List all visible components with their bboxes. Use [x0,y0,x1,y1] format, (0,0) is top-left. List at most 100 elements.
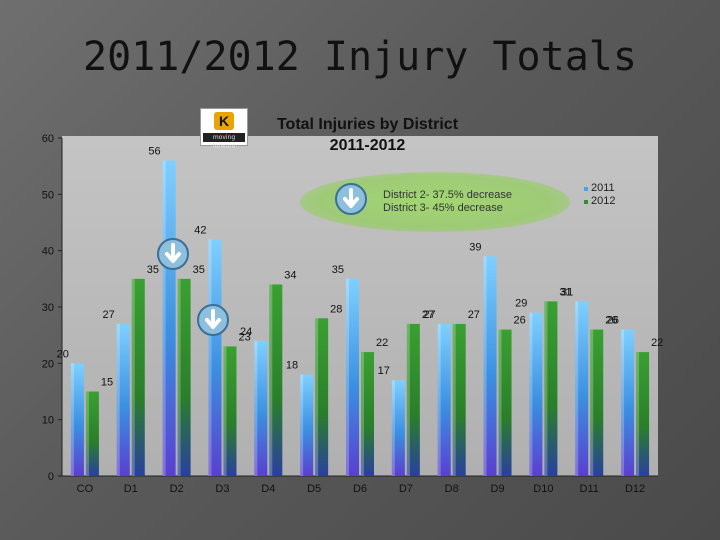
y-tick-label: 0 [48,471,54,483]
data-label-2011-D9: 39 [469,241,481,253]
bar-2011-CO [70,363,84,476]
y-tick-label: 60 [42,133,54,145]
data-label-2012-D4: 34 [284,269,296,281]
arrow-down-circle-icon [335,183,367,215]
chart-subtitle: 2011-2012 [329,137,406,154]
bar-2011-D8 [437,323,451,476]
y-tick-label: 40 [42,246,54,258]
bar-2012-D9 [498,329,512,476]
data-label-2011-D7: 17 [378,365,390,377]
bar-highlight [131,278,135,476]
data-label-2011-D8: 27 [423,309,435,321]
bar-2011-D10 [529,312,543,476]
bar-highlight [315,318,319,476]
bar-highlight [346,278,349,476]
bar-2012-D3 [223,346,237,476]
arrow-down-circle-icon [157,238,189,270]
data-label-2011-D11: 31 [561,286,573,298]
bar-2011-D12 [621,329,635,476]
data-label-2012-D2: 35 [193,264,205,276]
bar-2011-D7 [391,380,405,476]
bar-2012-D11 [590,329,604,476]
bar-highlight [223,346,227,476]
bar-2012-D2 [177,278,191,476]
bar-2011-D9 [483,256,497,476]
bar-2011-D11 [575,301,589,476]
bar-highlight [529,312,533,476]
bar-highlight [70,363,74,476]
x-tick-label: D9 [491,483,505,495]
x-tick-label: CO [77,483,94,495]
legend-label-2012: 2012 [591,195,616,207]
data-label-2011-D1: 27 [103,309,115,321]
bar-highlight [116,323,120,476]
bar-highlight [162,160,166,477]
x-tick-label: D2 [170,483,184,495]
bar-highlight [361,352,364,476]
bar-highlight [498,329,502,476]
data-label-2012-D7: 27 [422,309,434,321]
data-label-2011-D2: 56 [148,146,160,158]
bar-highlight [575,301,579,476]
bar-highlight [621,329,625,476]
bar-highlight [391,380,395,476]
data-label-2011-D5: 18 [286,360,298,372]
logo-mark: K [214,112,234,130]
annotation-district-2: District 2- 37.5% decrease [383,189,512,201]
logo: K moving forward [200,108,248,150]
legend-swatch-2011 [584,186,588,191]
x-tick-label: D6 [353,483,367,495]
data-label-2012-D10: 31 [559,286,571,298]
x-tick-label: D1 [124,483,138,495]
bar-highlight [177,278,181,476]
x-tick-label: D11 [580,483,599,495]
data-label-2012-CO: 15 [101,377,113,389]
x-tick-label: D4 [261,483,275,495]
y-tick-label: 30 [42,302,54,314]
bar-2012-D5 [315,318,329,476]
x-tick-label: D5 [307,483,321,495]
data-label-2011-CO: 20 [57,348,69,360]
bar-2011-D4 [254,340,268,476]
data-label-2012-D3: 23 [238,331,250,343]
bar-highlight [437,323,441,476]
legend-label-2011: 2011 [591,182,615,194]
bar-highlight [254,340,258,476]
data-label-2011-D6: 35 [332,264,344,276]
data-label-2012-D1: 35 [147,264,159,276]
bar-2011-D6 [346,278,359,476]
data-label-2011-D10: 29 [515,298,527,310]
y-tick-label: 10 [42,415,54,427]
x-tick-label: D3 [215,483,229,495]
bar-highlight [300,374,304,476]
arrow-down-circle-icon [197,304,229,336]
bar-2012-D7 [406,323,420,476]
x-tick-label: D7 [399,483,413,495]
data-label-2011-D3: 42 [194,224,206,236]
data-label-2011-D12: 26 [607,315,619,327]
bar-2012-D12 [636,352,650,476]
bar-highlight [590,329,594,476]
bar-2012-D8 [452,323,466,476]
bar-highlight [636,352,640,476]
data-label-2012-D8: 27 [468,309,480,321]
legend: 2011 2012 [584,182,615,208]
legend-item-2011: 2011 [584,182,615,195]
slide-title: 2011/2012 Injury Totals [83,34,637,80]
logo-strip: moving forward [203,133,245,150]
annotation-text: District 2- 37.5% decrease District 3- 4… [383,189,512,215]
chart-title-line: Total Injuries by District [276,116,459,133]
y-tick-label: 20 [42,358,54,370]
bar-2012-D4 [269,284,283,476]
bar-2011-D5 [300,374,314,476]
bar-highlight [406,323,410,476]
data-label-2012-D5: 28 [330,303,342,315]
bar-highlight [452,323,456,476]
bar-highlight [483,256,487,476]
bar-2012-D10 [544,301,558,476]
bar-highlight [269,284,273,476]
x-tick-label: D12 [625,483,645,495]
bar-2012-D1 [131,278,145,476]
data-label-2012-D12: 22 [651,337,663,349]
x-tick-label: D10 [533,483,553,495]
